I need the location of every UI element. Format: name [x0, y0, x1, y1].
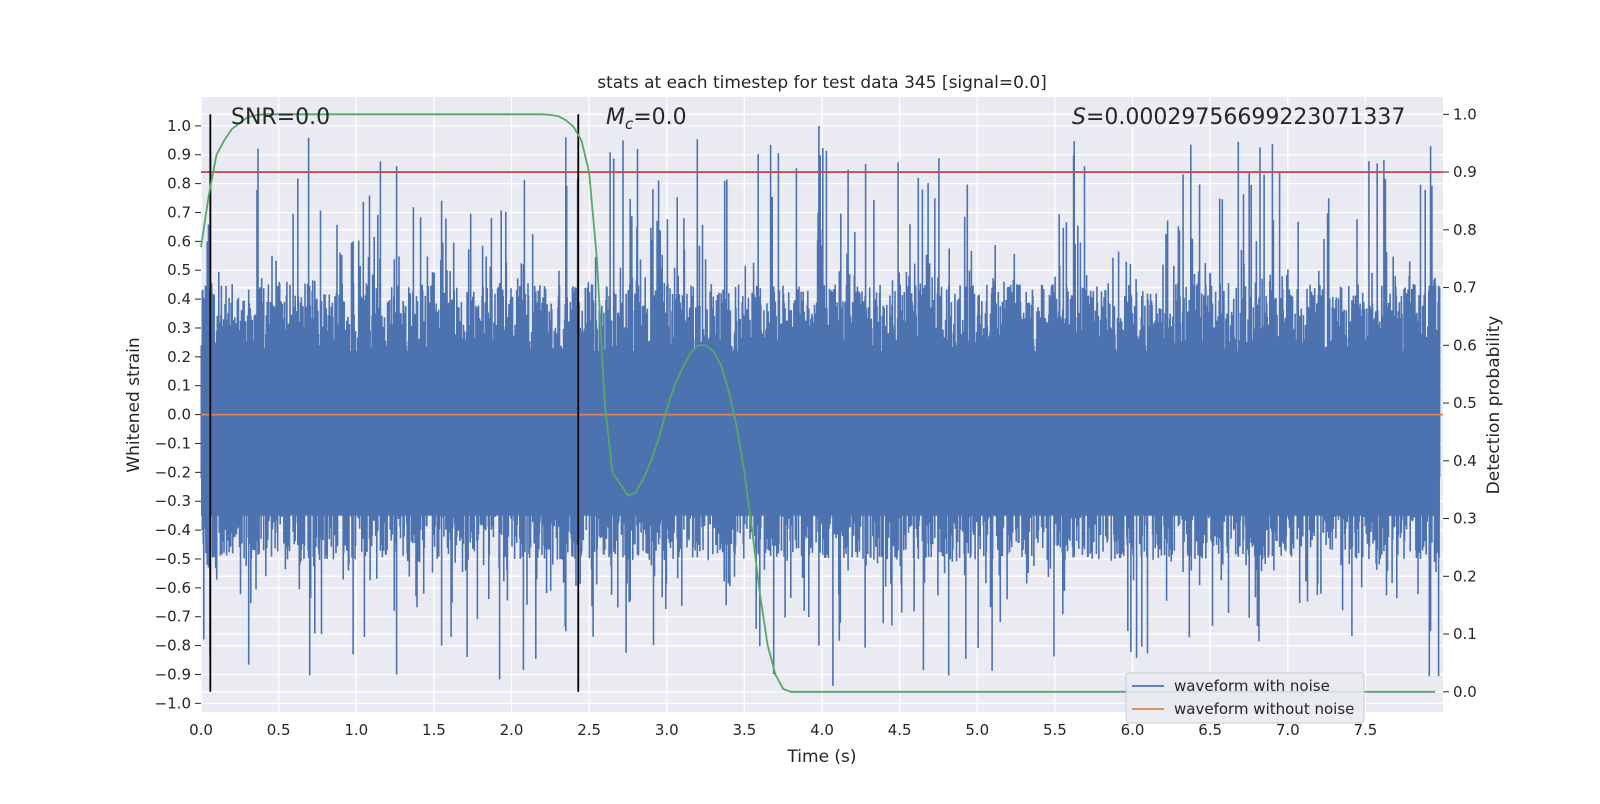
y-tick-label-right: 0.2	[1453, 567, 1477, 585]
tick-labels: 0.0 0.5 1.0 1.5 2.0 2.5 3.0 3.5 4.0 4.5 5.0 5.5 6.0 6…	[155, 105, 1477, 739]
y-tick-label-left: 0.5	[167, 261, 191, 279]
y-tick-label-left: −0.8	[155, 637, 191, 655]
y-tick-label-left: 0.7	[167, 203, 191, 221]
x-tick-label: 1.0	[344, 721, 368, 739]
x-axis-label: Time (s)	[786, 747, 856, 767]
legend-label-waveform-without-noise: waveform without noise	[1174, 700, 1354, 718]
y-tick-label-left: 0.4	[167, 290, 191, 308]
x-tick-label: 3.5	[732, 721, 756, 739]
x-tick-label: 7.5	[1353, 721, 1377, 739]
y-tick-label-left: 0.8	[167, 175, 191, 193]
x-tick-label: 0.5	[267, 721, 291, 739]
y-tick-label-right: 0.7	[1453, 279, 1477, 297]
y-tick-label-left: −0.6	[155, 579, 191, 597]
chart-title: stats at each timestep for test data 345…	[597, 73, 1047, 93]
legend-box	[1125, 672, 1365, 724]
y-tick-label-left: −0.3	[155, 492, 191, 510]
y-tick-label-right: 0.0	[1453, 683, 1477, 701]
annotation-s-main: S	[1072, 105, 1086, 130]
x-tick-label: 3.0	[655, 721, 679, 739]
y-tick-label-left: −0.1	[155, 434, 191, 452]
y-tick-label-left: −0.5	[155, 550, 191, 568]
y-tick-label-left: 1.0	[167, 117, 191, 135]
x-tick-label: 2.0	[500, 721, 524, 739]
y-tick-label-left: 0.0	[167, 406, 191, 424]
x-tick-label: 7.0	[1276, 721, 1300, 739]
y-tick-label-left: −0.7	[155, 608, 191, 626]
series-waveform-with-noise	[200, 125, 1441, 686]
y-tick-label-left: 0.3	[167, 319, 191, 337]
y-tick-label-right: 0.3	[1453, 510, 1477, 528]
overlay-lines	[200, 113, 1443, 693]
y-tick-label-right: 0.5	[1453, 394, 1477, 412]
x-tick-label: 6.5	[1198, 721, 1222, 739]
y-tick-label-right: 0.1	[1453, 625, 1477, 643]
x-tick-label: 4.0	[810, 721, 834, 739]
waveform-with-noise-core	[201, 351, 1440, 516]
x-tick-label: 5.5	[1043, 721, 1067, 739]
annotation-mc-main: M	[606, 105, 625, 130]
y-axis-label-right: Detection probability	[1484, 316, 1504, 495]
y-tick-label-left: −1.0	[155, 694, 191, 712]
legend-label-waveform-with-noise: waveform with noise	[1174, 677, 1330, 695]
x-tick-label: 2.5	[577, 721, 601, 739]
annotation-mc-rest: =0.0	[633, 105, 686, 130]
y-tick-label-left: −0.9	[155, 665, 191, 683]
y-axis-label-left: Whitened strain	[124, 337, 144, 472]
y-tick-label-right: 0.6	[1453, 336, 1477, 354]
y-tick-label-left: −0.2	[155, 463, 191, 481]
y-tick-label-left: 0.9	[167, 146, 191, 164]
y-tick-label-right: 0.8	[1453, 221, 1477, 239]
annotation-snr: SNR=0.0	[231, 105, 330, 130]
y-tick-label-left: −0.4	[155, 521, 191, 539]
x-tick-label: 0.0	[189, 721, 213, 739]
x-tick-label: 1.5	[422, 721, 446, 739]
detection-probability-line	[200, 113, 1436, 693]
x-tick-label: 5.0	[965, 721, 989, 739]
y-tick-label-left: 0.1	[167, 377, 191, 395]
y-tick-label-right: 0.9	[1453, 163, 1477, 181]
y-tick-label-left: 0.2	[167, 348, 191, 366]
annotation-s: S=0.00029756699223071337	[1072, 105, 1405, 130]
annotation-s-rest: =0.00029756699223071337	[1086, 105, 1405, 130]
x-tick-label: 4.5	[888, 721, 912, 739]
y-tick-label-right: 1.0	[1453, 105, 1477, 123]
annotation-mc-sub: c	[625, 115, 634, 133]
annotation-mc: Mc=0.0	[606, 105, 687, 133]
legend: waveform with noise waveform without noi…	[1125, 672, 1365, 724]
y-tick-label-left: 0.6	[167, 232, 191, 250]
x-tick-label: 6.0	[1121, 721, 1145, 739]
y-tick-label-right: 0.4	[1453, 452, 1477, 470]
